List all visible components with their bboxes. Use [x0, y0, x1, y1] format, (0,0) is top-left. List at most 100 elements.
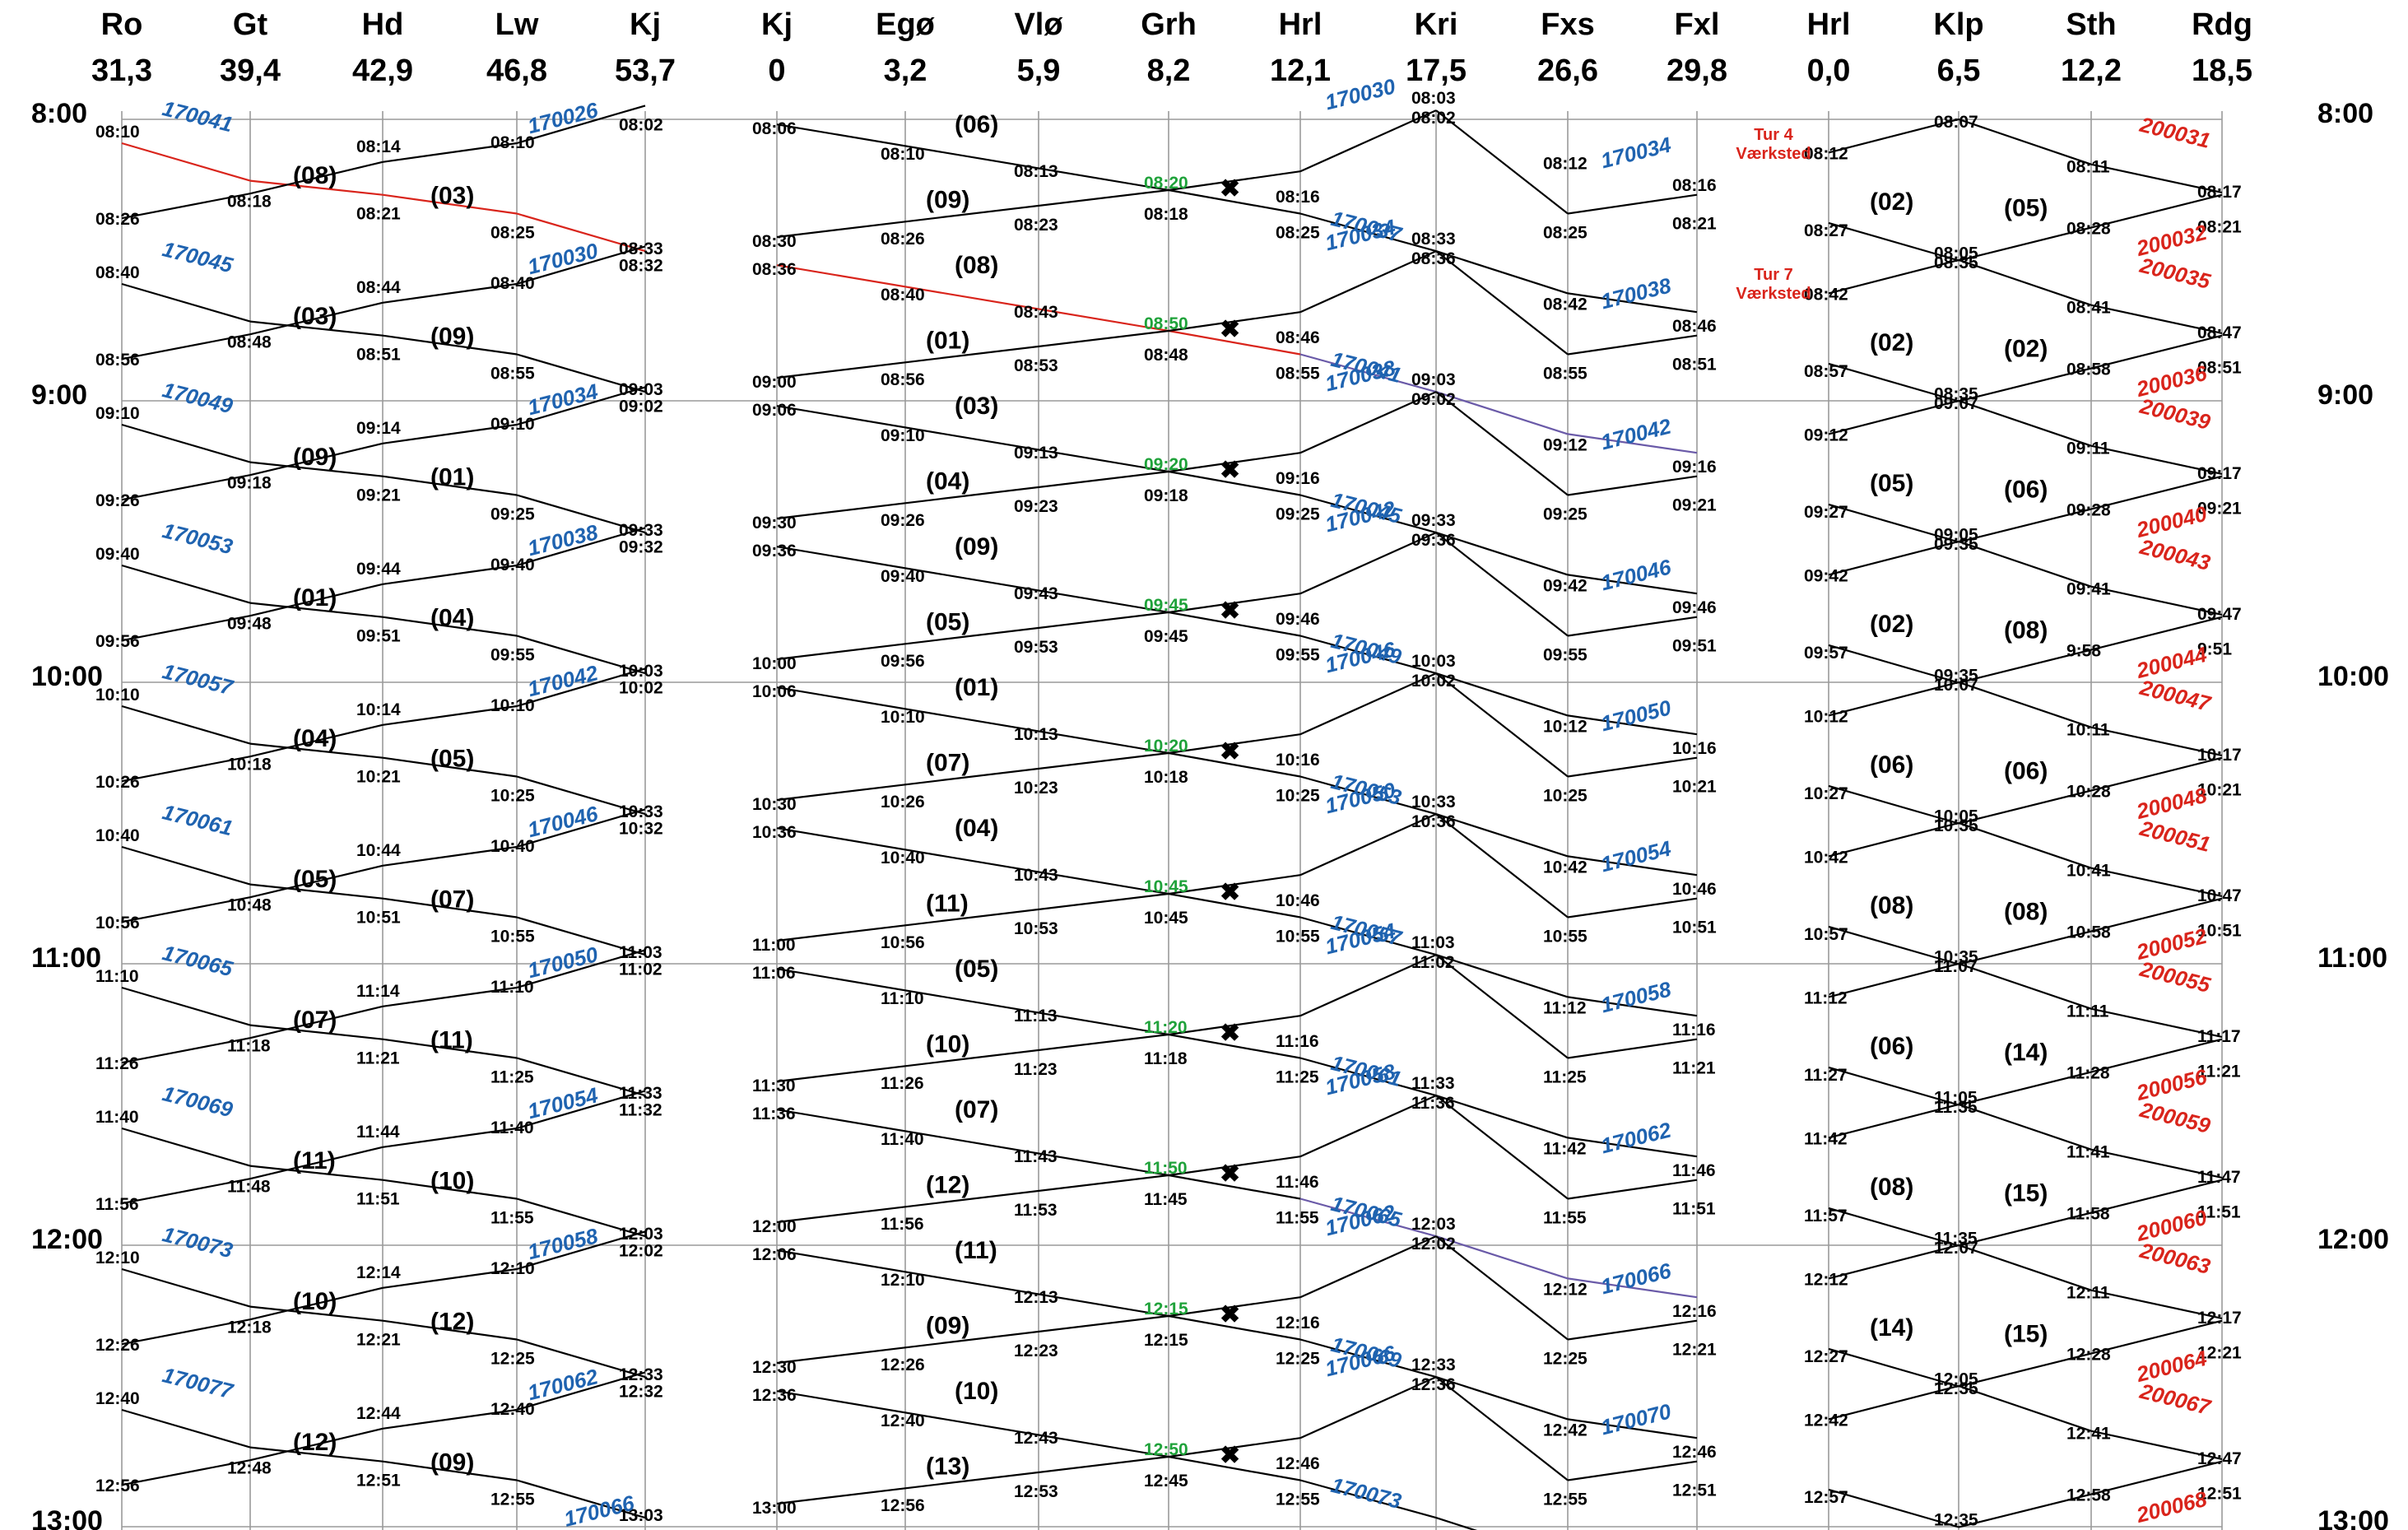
time-label: 11:02 — [619, 960, 662, 979]
time-label: 09:30 — [752, 514, 797, 532]
train-line-up — [1958, 226, 2092, 262]
train-line-down — [1567, 433, 1698, 454]
train-line-down — [1435, 672, 1569, 717]
train-line-up — [776, 892, 1169, 942]
train-line-down — [1168, 1174, 1301, 1200]
time-label: 12:33 — [1411, 1356, 1456, 1374]
time-label: 08:16 — [1672, 176, 1717, 195]
workshop-note: Værksted — [1736, 145, 1811, 163]
train-line-down — [382, 475, 518, 496]
train-line-up — [121, 1178, 251, 1205]
train-line-up — [1828, 1244, 1959, 1280]
time-label: 13:03 — [619, 1506, 663, 1525]
time-label: 11:23 — [1014, 1060, 1058, 1079]
time-label: 11:55 — [1543, 1209, 1587, 1228]
train-number-label: 170050 — [525, 942, 601, 983]
time-label: 10:53 — [1014, 919, 1058, 938]
circulation-label: (12) — [430, 1309, 474, 1336]
train-line-down — [776, 1109, 1169, 1177]
time-label: 08:30 — [752, 232, 797, 251]
train-line-down — [1299, 635, 1437, 675]
time-label: 08:32 — [619, 256, 663, 275]
circulation-label: (01) — [430, 464, 474, 491]
time-label: 11:44 — [356, 1123, 400, 1142]
time-label: 09:47 — [2197, 605, 2242, 624]
train-line-up — [2090, 1179, 2223, 1214]
train-line-up — [1567, 334, 1698, 356]
time-label: 09:51 — [1672, 637, 1717, 656]
train-line-down — [1958, 681, 2092, 728]
train-number-label: 200055 — [2136, 956, 2213, 998]
train-line-down — [1435, 1517, 1478, 1530]
circulation-label: (08) — [2004, 617, 2048, 644]
circulation-label: (01) — [955, 674, 998, 701]
train-line-down — [382, 193, 518, 215]
time-label: 09:46 — [1276, 610, 1320, 629]
time-label: 10:58 — [2066, 923, 2111, 942]
time-label: 09:40 — [881, 567, 925, 586]
train-line-up — [249, 301, 384, 336]
circulation-label: (05) — [1870, 470, 1913, 497]
hour-label-right: 13:00 — [2317, 1505, 2389, 1530]
train-line-up — [1435, 532, 1569, 637]
time-label: 09:18 — [227, 474, 272, 493]
train-line-up — [2090, 1460, 2223, 1495]
station-km: 46,8 — [486, 53, 547, 88]
time-label: 08:51 — [356, 346, 401, 365]
time-label: 11:46 — [1276, 1173, 1319, 1192]
circulation-label: (07) — [955, 1096, 998, 1123]
time-label: 09:56 — [95, 632, 140, 651]
time-label: 08:27 — [1804, 221, 1848, 240]
train-number-label: 170030 — [525, 238, 601, 279]
time-label: 08:18 — [227, 193, 272, 212]
time-label: 09:10 — [95, 404, 140, 423]
train-line-up — [249, 1005, 384, 1039]
train-line-up — [776, 1174, 1169, 1224]
time-label: 12:25 — [1276, 1350, 1320, 1369]
train-line-up — [2090, 897, 2223, 932]
grh-time-label: 08:50 — [1144, 314, 1188, 333]
circulation-label: (01) — [926, 327, 969, 354]
time-label: 08:51 — [1672, 356, 1717, 374]
train-line-down — [249, 1024, 384, 1040]
train-line-down — [1828, 503, 1959, 543]
train-line-up — [121, 896, 251, 923]
train-line-down — [2090, 444, 2223, 475]
time-label: 11:02 — [1411, 953, 1455, 972]
train-line-up — [776, 611, 1169, 661]
time-label: 12:53 — [1014, 1482, 1058, 1501]
station-km: 31,3 — [91, 53, 152, 88]
time-label: 11:14 — [356, 982, 400, 1001]
time-label: 08:12 — [1543, 154, 1588, 173]
train-line-up — [121, 1459, 251, 1486]
time-label: 12:51 — [1672, 1481, 1717, 1500]
train-number-label: 170073 — [1328, 1472, 1404, 1514]
time-label: 10:02 — [1411, 672, 1456, 691]
station-name: Lw — [495, 7, 539, 42]
time-label: 10:16 — [1276, 751, 1320, 770]
train-line-down — [121, 1267, 251, 1308]
train-line-up — [1828, 118, 1959, 154]
time-label: 11:18 — [227, 1037, 271, 1056]
time-label: 10:07 — [1934, 676, 1978, 695]
station-name: Kj — [761, 7, 793, 42]
train-line-down — [1958, 118, 2092, 165]
train-line-up — [776, 188, 1169, 239]
train-line-up — [1958, 930, 2092, 965]
train-line-up — [2090, 1038, 2223, 1073]
train-number-label: 170049 — [160, 377, 235, 418]
time-label: 12:26 — [95, 1336, 140, 1355]
time-label: 10:02 — [619, 678, 663, 697]
time-label: 12:46 — [1276, 1454, 1320, 1473]
circulation-label: (08) — [2004, 899, 2048, 926]
train-line-up — [121, 615, 251, 642]
train-line-up — [1828, 681, 1959, 717]
train-line-down — [1958, 821, 2092, 869]
time-label: 12:13 — [1014, 1288, 1058, 1307]
circulation-label: (06) — [2004, 758, 2048, 785]
train-line-down — [1567, 1418, 1698, 1439]
train-line-up — [1567, 616, 1698, 637]
train-line-up — [1958, 1493, 2092, 1528]
time-label: 08:33 — [619, 239, 663, 258]
train-line-down — [1435, 1095, 1569, 1139]
